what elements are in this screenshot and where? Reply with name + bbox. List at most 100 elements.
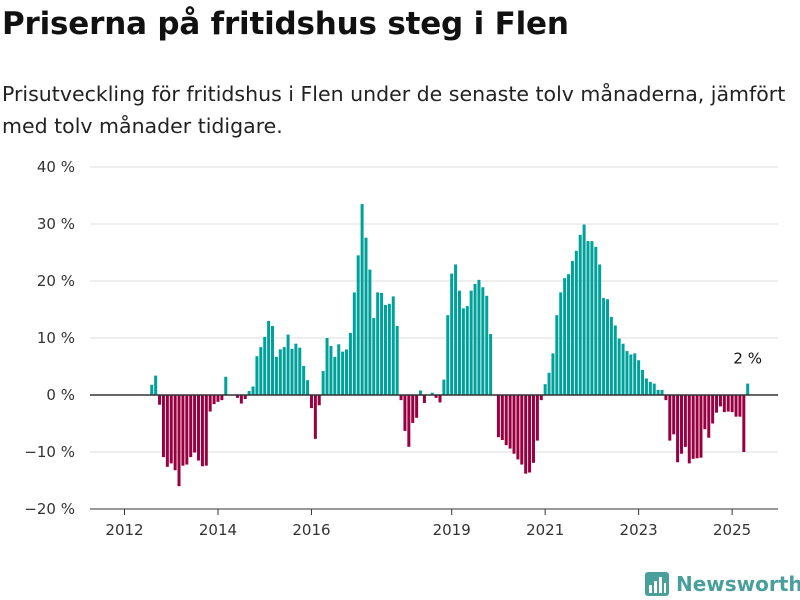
bar [239, 395, 243, 404]
bar [718, 395, 722, 407]
bar [524, 395, 528, 474]
bar [738, 395, 742, 417]
x-tick-label: 2014 [199, 521, 237, 539]
bar [512, 395, 516, 454]
bar [746, 383, 750, 395]
bar [286, 334, 290, 395]
bar [325, 338, 329, 395]
bar [337, 344, 341, 395]
bar [668, 395, 672, 441]
bar [539, 395, 543, 401]
bar [508, 395, 512, 449]
bar [559, 292, 563, 395]
bar [197, 395, 201, 461]
bar [399, 395, 403, 401]
bar [676, 395, 680, 463]
bar [707, 395, 711, 438]
bar [496, 395, 500, 438]
bar [430, 392, 434, 395]
bar [329, 345, 333, 395]
bar [200, 395, 204, 467]
bar [247, 391, 251, 395]
bar [150, 384, 154, 395]
bar [481, 287, 485, 395]
bar [641, 369, 645, 395]
bar [185, 395, 189, 465]
bar [644, 378, 648, 395]
bar [629, 354, 633, 395]
x-tick-label: 2025 [713, 521, 751, 539]
x-tick-label: 2016 [292, 521, 330, 539]
bar [317, 395, 321, 406]
x-tick-label: 2023 [620, 521, 658, 539]
bar [637, 360, 641, 395]
bar [703, 395, 707, 430]
bar [438, 395, 442, 403]
bar [457, 290, 461, 395]
bar [711, 395, 715, 424]
bar [372, 318, 376, 395]
bar [294, 343, 298, 395]
bar [567, 274, 571, 395]
bar [469, 290, 473, 395]
x-tick-label: 2019 [433, 521, 471, 539]
bar [446, 315, 450, 395]
bar [450, 273, 454, 395]
bar [333, 356, 337, 395]
bars [150, 204, 750, 487]
bar [407, 395, 411, 447]
bar [189, 395, 193, 458]
bar [461, 308, 465, 395]
bar [504, 395, 508, 446]
chart-subtitle: Prisutveckling för fritidshus i Flen und… [2, 82, 786, 138]
bar [216, 395, 220, 402]
bar [309, 395, 313, 409]
bar-annotation: 2 % [733, 350, 762, 368]
bar [617, 338, 621, 395]
bar [520, 395, 524, 465]
bar [376, 292, 380, 395]
bar [263, 336, 267, 395]
bar [570, 261, 574, 395]
bar [648, 381, 652, 395]
bar [169, 395, 173, 464]
bar [679, 395, 683, 454]
bar [656, 389, 660, 395]
bar [341, 351, 345, 395]
bar [582, 224, 586, 395]
bar [395, 326, 399, 395]
bar [181, 395, 185, 466]
bar [489, 334, 493, 395]
bar [500, 395, 504, 441]
bar [652, 383, 656, 395]
bar [267, 320, 271, 395]
bar [271, 326, 275, 395]
bar [220, 395, 224, 401]
bar [434, 395, 438, 398]
y-tick-label: 10 % [37, 329, 75, 347]
bar [516, 395, 520, 460]
bar [547, 372, 551, 395]
bar [321, 371, 325, 395]
bar [660, 389, 664, 395]
bar [730, 395, 734, 413]
bar [535, 395, 539, 441]
bar [208, 395, 212, 412]
bar [613, 325, 617, 395]
bar [722, 395, 726, 413]
bar [586, 241, 590, 395]
bar [313, 395, 317, 439]
bar [158, 395, 162, 405]
bar [278, 349, 282, 395]
bar [726, 395, 730, 412]
bar [177, 395, 181, 487]
bar [594, 246, 598, 395]
bar [664, 395, 668, 401]
bar [161, 395, 165, 458]
y-tick-label: 20 % [37, 272, 75, 290]
chart-title: Priserna på fritidshus steg i Flen [2, 6, 569, 42]
y-tick-label: 40 % [37, 158, 75, 176]
bar [302, 365, 306, 395]
bar [364, 237, 368, 395]
